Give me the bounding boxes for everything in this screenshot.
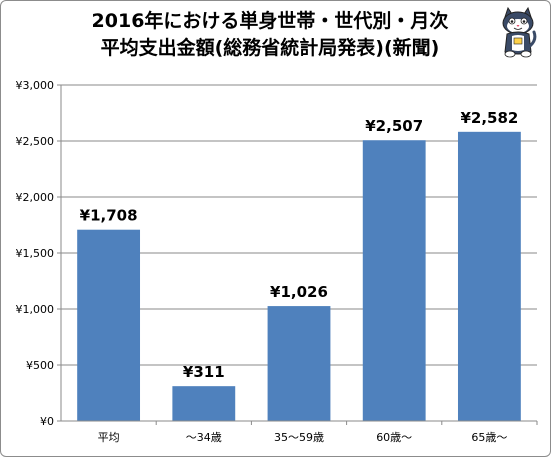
x-tick-label: 〜34歳: [186, 431, 222, 444]
bar: [362, 140, 426, 421]
y-tick-label: ¥2,500: [16, 135, 55, 148]
x-axis-ticks: 平均 〜34歳 35〜59歳 60歳〜 65歳〜: [98, 421, 538, 444]
gridlines: [61, 84, 537, 366]
y-tick-label: ¥0: [40, 415, 54, 428]
y-tick-label: ¥1,000: [16, 303, 55, 316]
x-tick-label: 35〜59歳: [274, 431, 324, 444]
bar: [457, 131, 521, 422]
bar: [77, 229, 141, 421]
data-label: ¥2,582: [460, 109, 518, 127]
chart-title: 2016年における単身世帯・世代別・月次 平均支出金額(総務省統計局発表)(新聞…: [40, 8, 500, 62]
axes: [60, 85, 537, 422]
data-label: ¥1,026: [270, 283, 328, 301]
y-tick-label: ¥3,000: [16, 79, 55, 92]
bar: [267, 306, 331, 421]
data-labels: ¥1,708 ¥311 ¥1,026 ¥2,507 ¥2,582: [80, 109, 519, 381]
bars: [77, 131, 521, 422]
bar: [172, 386, 236, 421]
chart-title-line-2: 平均支出金額(総務省統計局発表)(新聞): [100, 37, 440, 59]
y-axis-ticks: ¥0 ¥500 ¥1,000 ¥1,500 ¥2,000 ¥2,500 ¥3,000: [16, 79, 61, 428]
cat-mascot-icon: [502, 6, 537, 58]
chart-title-line-1: 2016年における単身世帯・世代別・月次: [91, 10, 449, 32]
y-tick-label: ¥2,000: [16, 191, 55, 204]
data-label: ¥2,507: [365, 117, 423, 135]
x-tick-label: 平均: [98, 431, 120, 444]
x-tick-label: 60歳〜: [376, 431, 412, 444]
data-label: ¥311: [183, 363, 225, 381]
y-tick-label: ¥1,500: [16, 247, 55, 260]
x-tick-label: 65歳〜: [471, 431, 507, 444]
y-tick-label: ¥500: [26, 359, 54, 372]
data-label: ¥1,708: [80, 207, 138, 225]
